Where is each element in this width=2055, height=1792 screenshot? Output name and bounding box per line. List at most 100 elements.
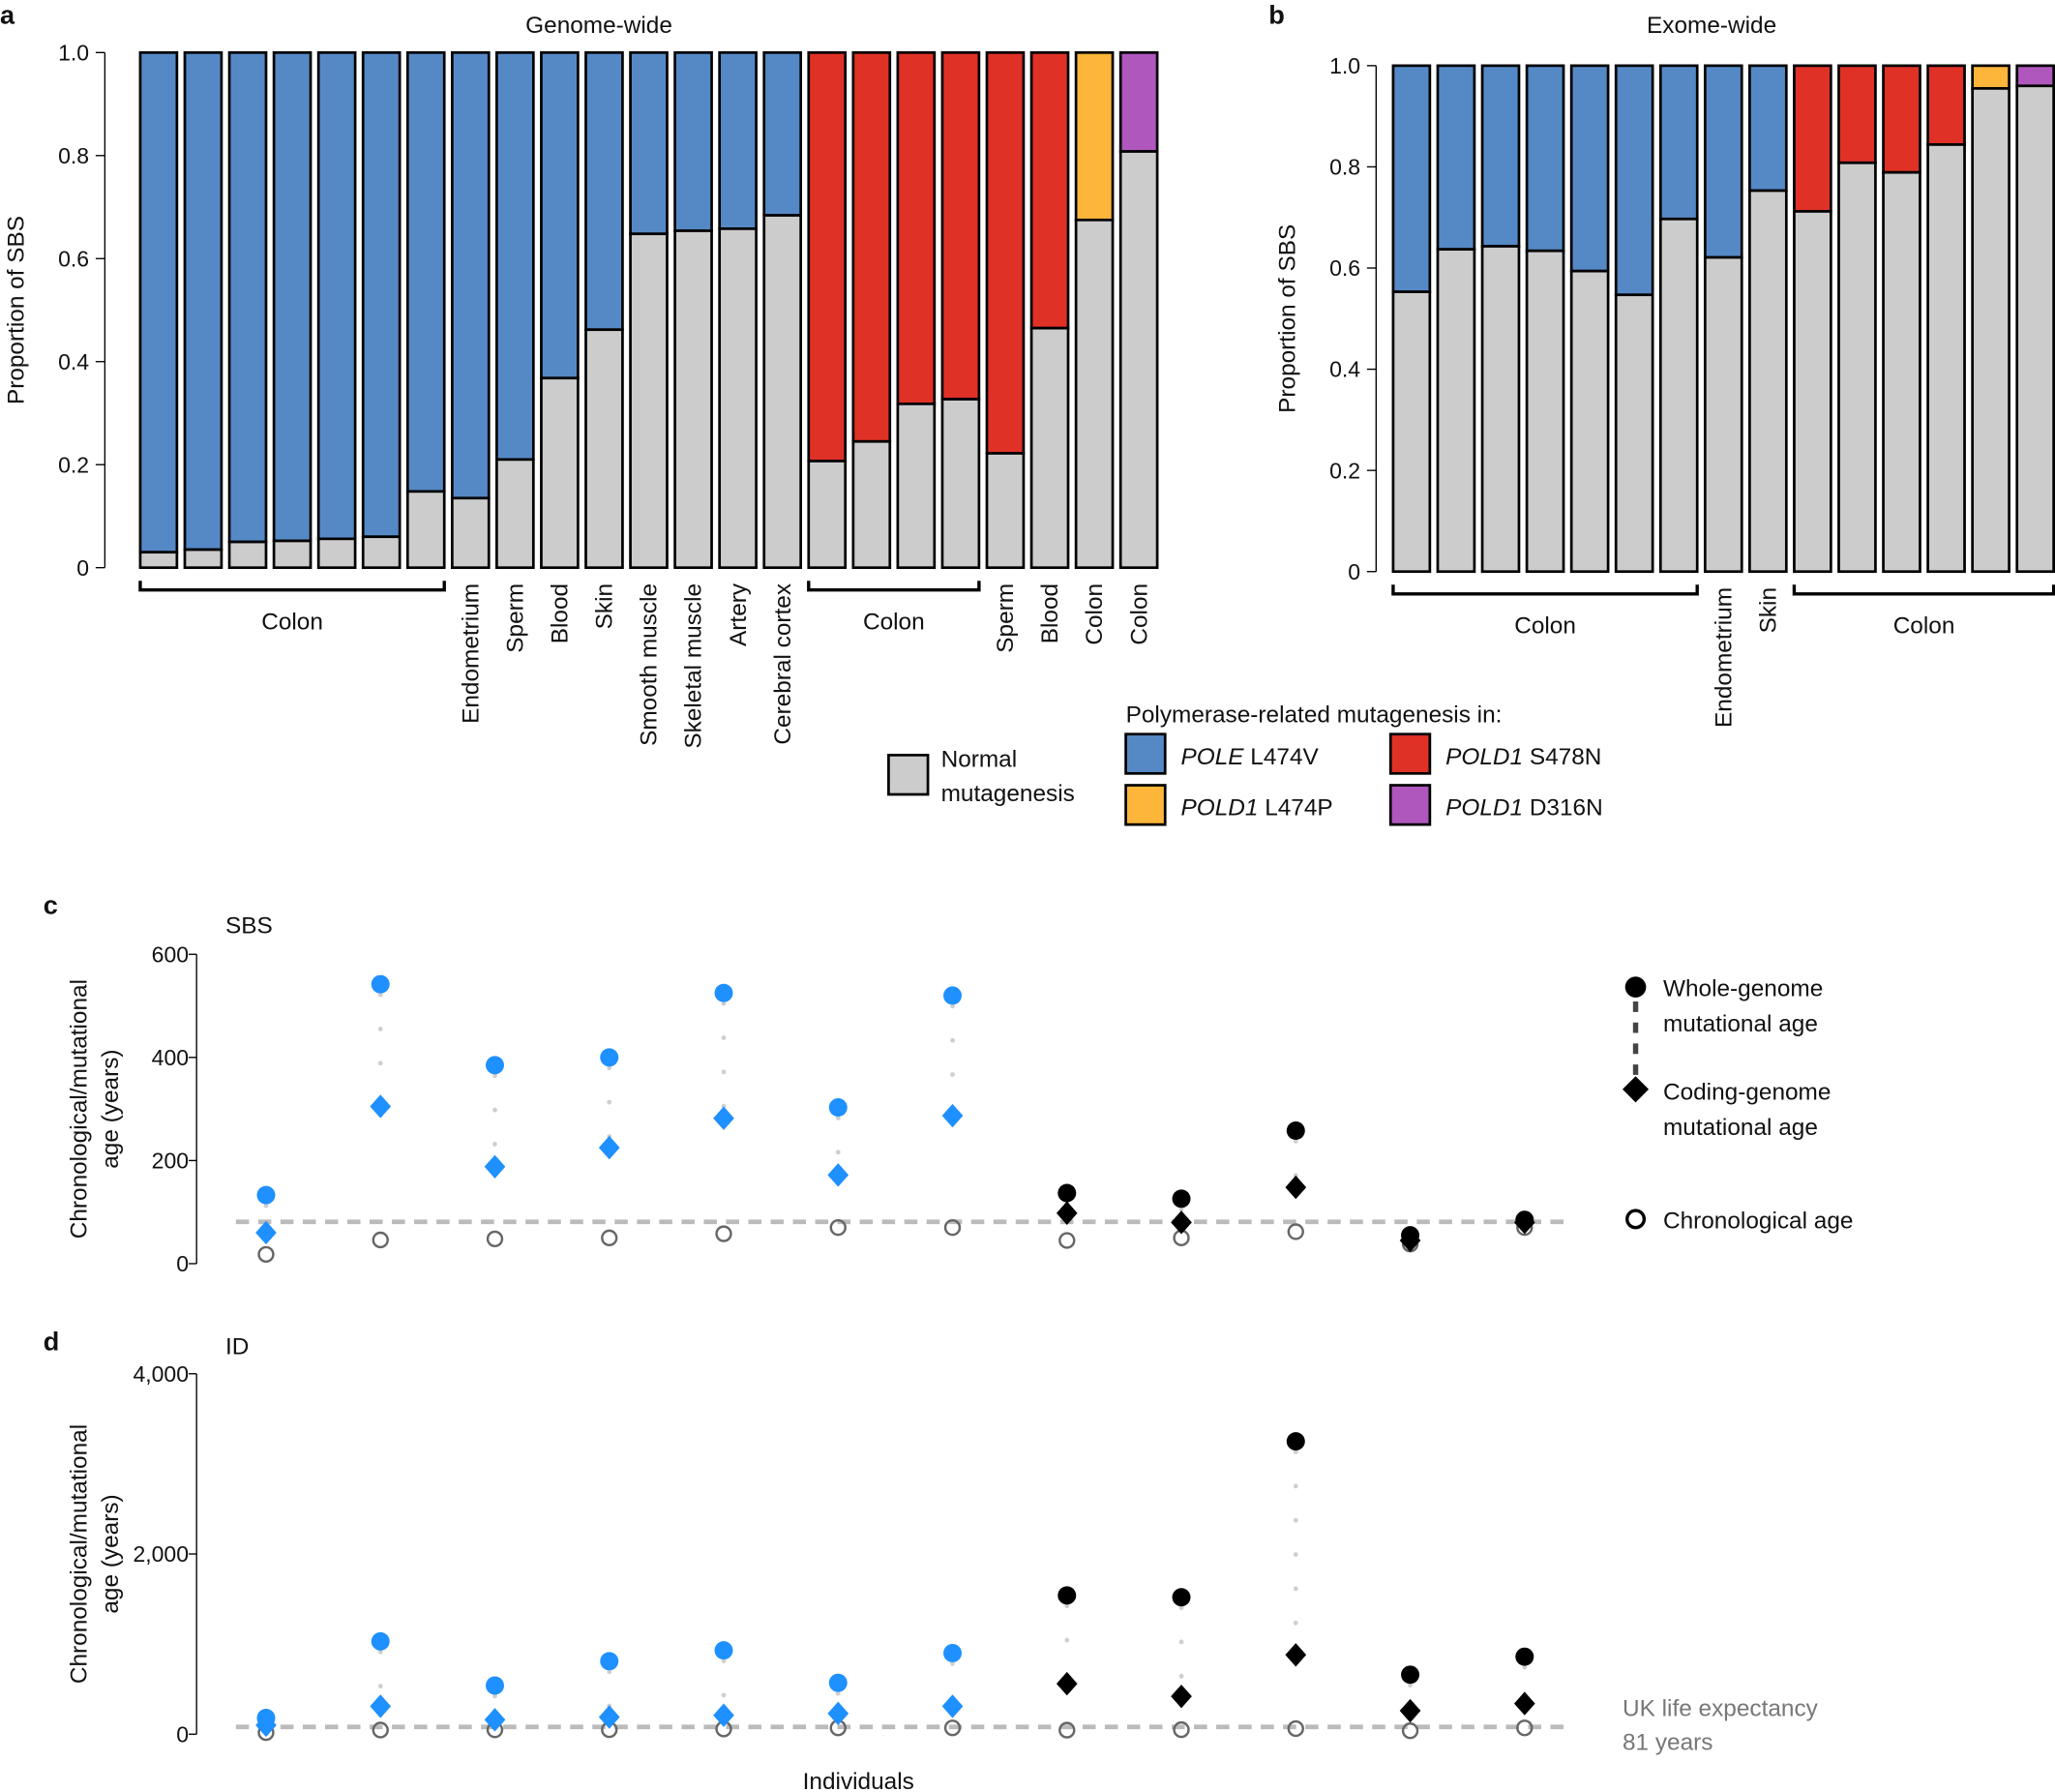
chronological-age-point [601, 1229, 618, 1246]
coding-genome-point [1285, 1175, 1307, 1200]
legend-mutation: L474V [1244, 744, 1320, 770]
bar-polymerase [629, 50, 669, 236]
bar-normal [584, 328, 624, 570]
whole-genome-point [1057, 1586, 1077, 1605]
bar-polymerase [718, 50, 758, 230]
bar-normal [896, 403, 937, 570]
legend-swatch-normal [887, 754, 930, 796]
legend-gene: POLD1 [1445, 795, 1523, 821]
y-tick-label: 0.6 [58, 246, 89, 271]
bar-normal [316, 537, 357, 570]
whole-genome-point [714, 1641, 733, 1660]
chronological-age-point [715, 1225, 732, 1242]
y-tick-label: 0 [176, 1721, 189, 1747]
legend-gene: POLD1 [1180, 795, 1258, 821]
bar-normal [940, 398, 981, 570]
whole-genome-point [600, 1048, 619, 1067]
bar-polymerase [183, 50, 223, 552]
whole-genome-point [1286, 1432, 1305, 1451]
bar-polymerase [495, 50, 535, 462]
bar-normal [1882, 170, 1921, 574]
panel-label-d: d [44, 1326, 60, 1356]
group-bracket [807, 581, 981, 592]
bar-normal [1971, 87, 2010, 574]
y-tick-label: 0 [176, 1251, 189, 1276]
bar-normal [1703, 255, 1743, 574]
bar-polymerase [1614, 64, 1654, 297]
bar-polymerase [1793, 64, 1832, 213]
bar-polymerase [896, 50, 937, 405]
coding-genome-point [1056, 1201, 1078, 1225]
y-tick-label: 0.4 [58, 349, 89, 374]
legend-label-pold1_d316n: POLD1 D316N [1445, 795, 1603, 821]
chronological-age-point [1058, 1232, 1076, 1249]
bar-normal [2015, 84, 2055, 574]
whole-genome-point [1172, 1588, 1191, 1607]
legend-heading: Polymerase-related mutagenesis in: [1126, 702, 1503, 729]
bar-legend: Polymerase-related mutagenesis in: Norma… [887, 702, 1603, 826]
bar-normal [495, 458, 535, 570]
legend-wg-line1: Whole-genome [1663, 976, 1823, 1002]
panel-label-a: a [0, 0, 15, 30]
bar-normal [1614, 293, 1654, 574]
chronological-age-point [1401, 1722, 1419, 1740]
y-axis-label: Proportion of SBS [1274, 224, 1300, 413]
bar-normal [1480, 245, 1521, 574]
whole-genome-point [1515, 1210, 1534, 1230]
chart-title: Genome-wide [525, 13, 672, 39]
bar-polymerase [361, 50, 402, 539]
chronological-age-point [943, 1218, 962, 1237]
coding-genome-point [598, 1135, 620, 1160]
bar-normal [673, 229, 713, 570]
group-bracket [138, 581, 446, 592]
bar-normal [1118, 150, 1159, 570]
group-label: Colon [1514, 612, 1576, 639]
legend-mutation: S478N [1523, 744, 1601, 770]
y-tick-label: 600 [152, 941, 189, 967]
legend-wg-line2: mutational age [1663, 1011, 1818, 1037]
bar-polymerase [1926, 64, 1966, 146]
panel-label-c: c [44, 889, 58, 919]
coding-genome-point [827, 1701, 849, 1726]
bar-normal [272, 539, 313, 570]
bar-normal [1793, 210, 1832, 574]
legend-chrono-label: Chronological age [1663, 1208, 1854, 1234]
chronological-age-point [372, 1231, 389, 1249]
bar-polymerase [1074, 50, 1115, 222]
tissue-label: Cerebral cortex [770, 583, 796, 745]
chronological-age-point [486, 1230, 504, 1248]
bar-polymerase [1748, 64, 1788, 193]
bar-polymerase [138, 50, 179, 554]
bar-polymerase [1837, 64, 1877, 164]
whole-genome-point [1057, 1183, 1077, 1203]
chronological-age-point [257, 1245, 275, 1264]
whole-genome-point [256, 1709, 276, 1727]
chronological-age-point [1173, 1720, 1190, 1739]
coding-genome-point [1171, 1210, 1192, 1235]
chronological-age-point [829, 1218, 847, 1237]
whole-genome-point [1515, 1647, 1534, 1666]
bar-normal [450, 496, 491, 570]
group-label: Colon [863, 609, 925, 635]
whole-genome-point [371, 974, 390, 994]
age-legend: Whole-genome mutational age Coding-genom… [1622, 976, 1854, 1234]
coding-genome-point [484, 1708, 506, 1732]
y-axis-label-line2: age (years) [98, 1494, 124, 1613]
legend-swatch-pold1_l474p [1124, 784, 1167, 826]
panel-label-b: b [1268, 0, 1285, 30]
bar-polymerase [540, 50, 580, 380]
coding-genome-point [598, 1705, 620, 1729]
coding-genome-point [1056, 1671, 1078, 1696]
tissue-label: Blood [1037, 583, 1063, 643]
chronological-age-point [1516, 1719, 1534, 1737]
bar-normal [405, 490, 446, 570]
bar-polymerase [1882, 64, 1921, 174]
whole-genome-point [943, 1643, 962, 1662]
coding-genome-point [1513, 1691, 1535, 1716]
coding-genome-point [1171, 1684, 1192, 1709]
whole-genome-point [1401, 1226, 1420, 1245]
legend-swatch-pold1_d316n [1388, 784, 1432, 826]
bar-normal [1074, 218, 1115, 570]
legend-label-pold1_s478n: POLD1 S478N [1445, 744, 1601, 770]
bar-polymerase [762, 50, 803, 217]
